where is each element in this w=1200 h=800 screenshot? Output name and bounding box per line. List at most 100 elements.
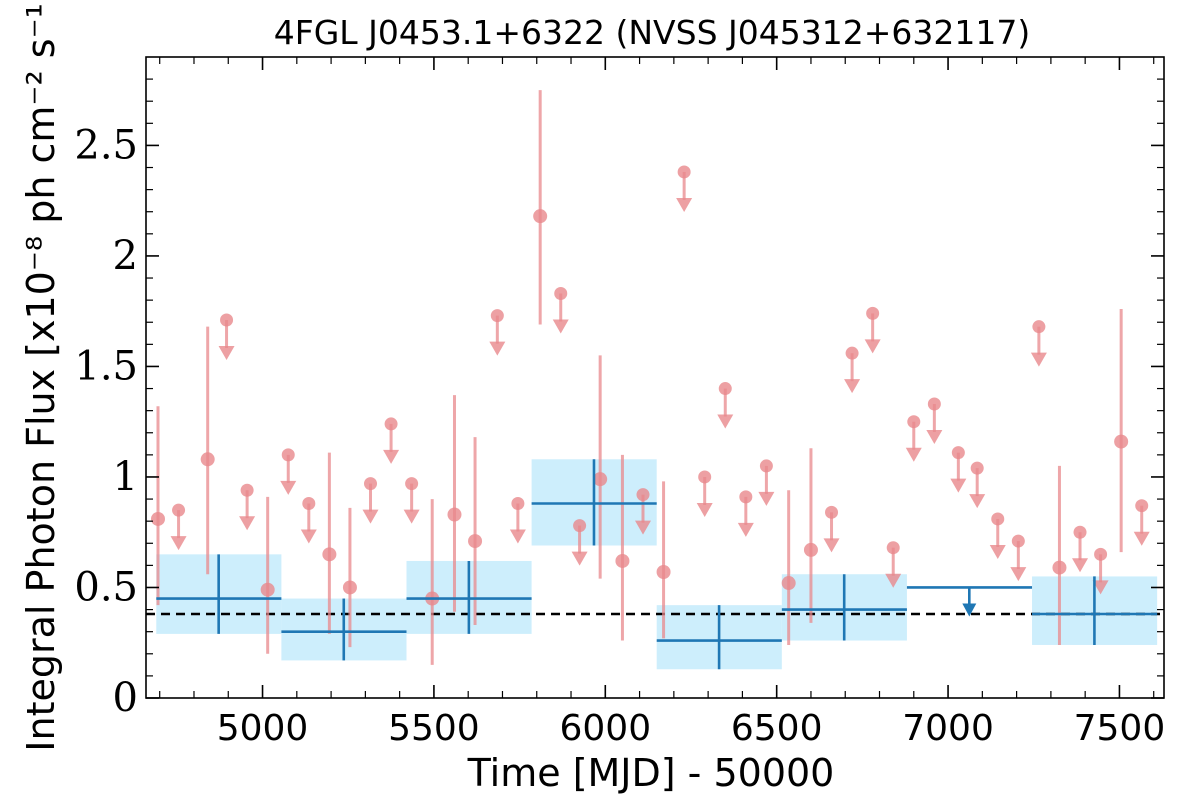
y-tick-label: 2 (113, 233, 138, 279)
upper-limit-marker (845, 346, 859, 360)
upper-limit-arrowhead (1072, 558, 1089, 573)
upper-limit-arrowhead (1133, 531, 1150, 546)
upper-limit-marker (240, 483, 254, 497)
upper-limit-marker (866, 306, 880, 320)
upper-limit-marker (405, 477, 419, 491)
short-bin-point (1052, 560, 1067, 575)
y-tick-label: 0 (113, 675, 138, 721)
upper-limit-arrowhead (635, 520, 652, 535)
short-bin-point (781, 576, 796, 591)
x-tick-label: 6000 (559, 708, 651, 749)
chart-title: 4FGL J0453.1+6322 (NVSS J045312+632117) (274, 13, 1030, 52)
short-bin-point (150, 511, 165, 526)
upper-limit-marker (364, 477, 378, 491)
short-bin-point (200, 452, 215, 467)
upper-limit-arrowhead (696, 502, 713, 517)
upper-limit-arrowhead (717, 414, 734, 429)
upper-limit-arrowhead (300, 529, 317, 544)
y-tick-label: 2.5 (74, 122, 138, 168)
upper-limit-arrowhead (1010, 567, 1027, 582)
upper-limit-marker (739, 490, 753, 504)
upper-limit-arrowhead (239, 516, 256, 531)
upper-limit-marker (1032, 320, 1046, 334)
upper-limit-marker (951, 446, 965, 460)
upper-limit-marker (511, 496, 525, 510)
short-bin-point (447, 507, 462, 522)
upper-limit-arrowhead (950, 478, 967, 493)
upper-limit-arrowhead (1092, 580, 1109, 595)
short-bin-point (593, 472, 608, 487)
upper-limit-marker (573, 519, 587, 533)
upper-limit-arrowhead (218, 346, 235, 361)
short-bin-point (615, 553, 630, 568)
x-tick-label: 5000 (217, 708, 309, 749)
upper-limit-marker (991, 512, 1005, 526)
upper-limit-marker (759, 459, 773, 473)
upper-limit-arrowhead (737, 522, 754, 537)
short-bin-point (656, 565, 671, 580)
long-bin-series (156, 459, 1158, 670)
upper-limit-arrowhead (969, 494, 986, 509)
upper-limit-arrowhead (905, 447, 922, 462)
upper-limit-marker (302, 496, 316, 510)
short-bin-point (260, 582, 275, 597)
x-tick-label: 7000 (902, 708, 994, 749)
axis-ticks: 5000 5500 6000 6500 7000 7500 0 0.5 1 1.5 2 2.5 (74, 57, 1165, 749)
upper-limit-arrowhead (509, 529, 526, 544)
long-bin-upper-limit-arrowhead (962, 603, 977, 617)
x-axis-label: Time [MJD] - 50000 (467, 751, 835, 795)
upper-limit-marker (554, 287, 568, 301)
upper-limit-marker (1094, 547, 1108, 561)
upper-limit-arrowhead (170, 536, 187, 551)
short-bin-point (533, 209, 548, 224)
upper-limit-marker (281, 448, 295, 462)
upper-limit-arrowhead (885, 573, 902, 588)
upper-limit-marker (220, 313, 234, 327)
x-tick-label: 6500 (731, 708, 823, 749)
upper-limit-marker (886, 541, 900, 555)
upper-limit-arrowhead (926, 430, 943, 445)
upper-limit-marker (1135, 499, 1149, 513)
upper-limit-marker (927, 397, 941, 411)
upper-limit-arrowhead (676, 197, 693, 212)
upper-limit-marker (698, 470, 712, 484)
upper-limit-marker (172, 503, 186, 517)
short-bin-series (150, 90, 1150, 665)
long-bin-bands (156, 459, 1158, 670)
upper-limit-arrowhead (280, 480, 297, 495)
x-tick-label: 5500 (388, 708, 480, 749)
upper-limit-arrowhead (403, 509, 420, 524)
upper-limit-arrowhead (552, 319, 569, 334)
upper-limit-marker (677, 165, 691, 179)
y-tick-label: 1.5 (74, 343, 138, 389)
y-tick-label: 1 (113, 454, 138, 500)
short-bin-point (803, 542, 818, 557)
upper-limit-arrowhead (864, 339, 881, 354)
upper-limit-arrowhead (362, 509, 379, 524)
upper-limit-arrowhead (989, 544, 1006, 559)
short-bin-point (468, 534, 483, 549)
short-bin-point (1114, 434, 1129, 449)
upper-limit-marker (384, 417, 398, 431)
upper-limit-marker (1073, 525, 1087, 539)
upper-limit-arrowhead (383, 449, 400, 464)
upper-limit-arrowhead (823, 538, 840, 553)
upper-limit-marker (718, 382, 732, 396)
upper-limit-arrowhead (844, 379, 861, 394)
upper-limit-marker (970, 461, 984, 475)
short-bin-point (342, 580, 357, 595)
upper-limit-arrowhead (571, 551, 588, 566)
upper-limit-arrowhead (489, 341, 506, 356)
upper-limit-arrowhead (1030, 352, 1047, 367)
upper-limit-arrowhead (758, 491, 775, 506)
upper-limit-marker (636, 488, 650, 502)
plot-frame (145, 56, 1165, 699)
y-axis-label: Integral Photon Flux [x10⁻⁸ ph cm⁻² s⁻¹] (19, 0, 63, 752)
y-tick-label: 0.5 (74, 564, 138, 610)
upper-limit-marker (490, 309, 504, 323)
upper-limit-marker (1011, 534, 1025, 548)
upper-limit-marker (907, 415, 921, 429)
short-bin-point (322, 547, 337, 562)
upper-limit-marker (825, 505, 839, 519)
